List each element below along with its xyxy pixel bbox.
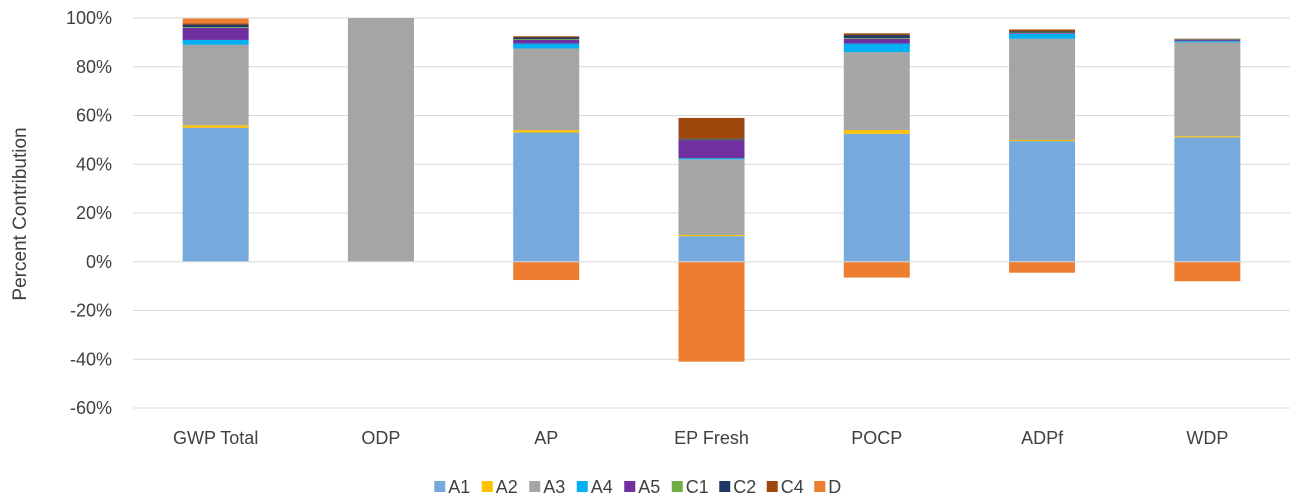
bar-segment [513,37,580,40]
bar-segment [182,18,249,24]
bar-segment [843,261,910,278]
legend-label: C4 [781,477,804,497]
legend-label: C2 [733,477,756,497]
bar-segment [843,130,910,134]
bar-segment [182,23,249,25]
bar-segment [678,234,745,237]
legend-swatch [576,481,588,492]
x-axis-tick-labels: GWP Total ODP AP EP Fresh POCP ADPf WDP [173,428,1228,448]
y-tick-label: 40% [76,154,112,174]
x-tick-label: AP [534,428,558,448]
legend-label: A4 [591,477,613,497]
bar-segment [182,125,249,128]
legend-swatch [671,481,683,492]
bar-segment [1174,42,1241,137]
bar-segment [1009,32,1076,34]
bar-segment [1009,31,1076,33]
bar-segment [1009,29,1076,32]
bar-segment [513,48,580,131]
bars [182,18,1241,362]
bar-segment [678,117,745,139]
y-tick-label: -40% [70,349,112,369]
bar-segment [678,139,745,141]
bar-segment [1174,261,1241,282]
bar-segment [678,158,745,160]
bar-segment [843,133,910,262]
bar-segment [182,27,249,28]
x-tick-label: GWP Total [173,428,258,448]
bar-segment [513,39,580,40]
legend-label: A5 [638,477,660,497]
bar-segment [1174,137,1241,262]
y-tick-label: 60% [76,106,112,126]
y-axis-tick-labels: 100% 80% 60% 40% 20% 0% -20% -40% -60% [66,8,112,418]
y-tick-label: -60% [70,398,112,418]
x-tick-label: ODP [361,428,400,448]
bar-segment [678,261,745,362]
y-tick-label: 80% [76,57,112,77]
bar-segment [182,44,249,126]
bar-segment [1174,39,1241,40]
bar-segment [843,43,910,53]
bar-segment [678,138,745,140]
bar-segment [182,39,249,45]
y-axis-title: Percent Contribution [10,127,31,300]
bar-segment [182,24,249,28]
bar-segment [513,261,580,281]
bar-segment [1174,39,1241,41]
bar-segment [678,139,745,159]
bar-segment [1174,136,1241,138]
legend-swatch [814,481,826,492]
legend-label: A1 [448,477,470,497]
legend-swatch [766,481,778,492]
bar-segment [1174,39,1241,42]
bar-segment [1009,261,1076,273]
legend-swatch [481,481,493,492]
bar-segment [678,236,745,262]
legend-swatch [529,481,541,492]
legend-swatch [434,481,446,492]
bar-segment [513,39,580,44]
bar-segment [1174,38,1241,40]
y-tick-label: 100% [66,8,112,28]
y-tick-label: 0% [86,252,112,272]
bar-segment [1009,38,1076,140]
bar-segment [843,52,910,131]
x-tick-label: POCP [851,428,902,448]
x-tick-label: EP Fresh [674,428,749,448]
legend-label: A2 [496,477,518,497]
bar-segment [1009,33,1076,39]
bar-segment [843,33,910,36]
bar-segment [1009,33,1076,34]
x-tick-label: ADPf [1021,428,1064,448]
bar-segment [182,27,249,40]
bar-segment [347,18,414,262]
bar-segment [513,130,580,133]
legend-swatch [624,481,636,492]
legend-swatch [719,481,731,492]
bar-segment [843,38,910,44]
y-tick-label: -20% [70,301,112,321]
bar-segment [513,132,580,262]
y-tick-label: 20% [76,203,112,223]
legend-label: C1 [686,477,709,497]
bar-segment [1174,41,1241,43]
bar-segment [513,36,580,38]
legend-label: D [828,477,841,497]
bar-segment [1009,141,1076,262]
legend: A1 A2 A3 A4 A5 C1 C2 C4 D [434,477,841,497]
bar-segment [678,159,745,235]
bar-segment [843,35,910,38]
x-tick-label: WDP [1186,428,1228,448]
bar-segment [1009,139,1076,142]
bar-segment [513,43,580,49]
bar-segment [843,37,910,39]
legend-label: A3 [543,477,565,497]
bar-segment [182,127,249,262]
